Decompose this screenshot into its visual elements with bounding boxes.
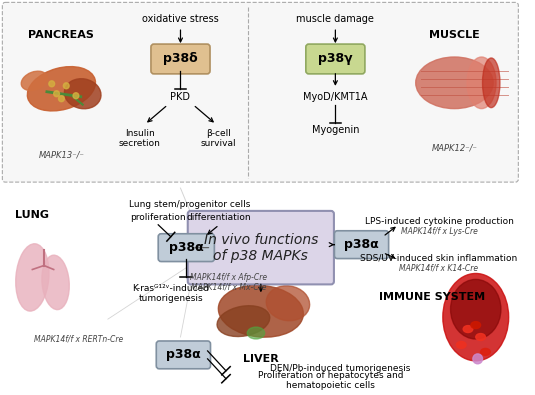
Ellipse shape (476, 333, 485, 340)
Text: LIVER: LIVER (243, 354, 279, 364)
Text: MAPK14f/f x Lys-Cre: MAPK14f/f x Lys-Cre (401, 227, 477, 236)
Circle shape (54, 91, 59, 97)
Circle shape (473, 354, 483, 364)
Text: Proliferation of hepatocytes and
hematopoietic cells: Proliferation of hepatocytes and hematop… (258, 371, 403, 390)
Text: DEN/Pb-induced tumorigenesis: DEN/Pb-induced tumorigenesis (270, 364, 410, 373)
Text: LPS-induced cytokine production: LPS-induced cytokine production (364, 217, 514, 226)
Ellipse shape (42, 255, 70, 310)
Ellipse shape (463, 325, 473, 333)
FancyBboxPatch shape (2, 2, 518, 182)
Ellipse shape (247, 327, 265, 339)
Text: MAPK14f/f x RERTn-Cre: MAPK14f/f x RERTn-Cre (34, 335, 124, 344)
Circle shape (49, 81, 55, 87)
Circle shape (73, 93, 79, 99)
Text: PKD: PKD (171, 92, 190, 102)
Text: Myogenin: Myogenin (311, 126, 359, 135)
FancyBboxPatch shape (158, 234, 215, 261)
Ellipse shape (416, 57, 493, 109)
Ellipse shape (456, 342, 466, 348)
FancyBboxPatch shape (151, 44, 210, 74)
Ellipse shape (467, 57, 496, 109)
Text: proliferation: proliferation (131, 213, 186, 222)
Text: LUNG: LUNG (15, 210, 49, 220)
FancyBboxPatch shape (334, 231, 388, 259)
Text: p38γ: p38γ (318, 53, 353, 66)
FancyBboxPatch shape (306, 44, 365, 74)
Ellipse shape (64, 79, 101, 109)
Text: p38α: p38α (344, 238, 379, 251)
Text: MUSCLE: MUSCLE (429, 30, 480, 40)
Text: K-rasᴳ¹²ᵛ-induced
tumorigenesis: K-rasᴳ¹²ᵛ-induced tumorigenesis (132, 284, 209, 303)
Ellipse shape (471, 322, 480, 329)
Text: In vivo functions
of p38 MAPKs: In vivo functions of p38 MAPKs (204, 233, 318, 263)
Ellipse shape (21, 71, 48, 90)
Circle shape (58, 96, 64, 102)
FancyBboxPatch shape (188, 211, 334, 284)
Ellipse shape (16, 244, 49, 311)
Text: PANCREAS: PANCREAS (28, 30, 94, 40)
Text: oxidative stress: oxidative stress (142, 14, 219, 24)
Text: Lung stem/progenitor cells: Lung stem/progenitor cells (129, 200, 251, 209)
Text: differentiation: differentiation (187, 213, 251, 222)
Text: Insulin
secretion: Insulin secretion (119, 129, 160, 148)
Text: MAPK14f/f x K14-Cre: MAPK14f/f x K14-Cre (400, 263, 478, 272)
Ellipse shape (483, 58, 500, 107)
Ellipse shape (218, 285, 303, 337)
Ellipse shape (217, 306, 270, 337)
Text: p38α: p38α (166, 348, 201, 361)
Text: IMMUNE SYSTEM: IMMUNE SYSTEM (379, 292, 485, 302)
Circle shape (63, 83, 69, 89)
FancyBboxPatch shape (156, 341, 210, 369)
Text: muscle damage: muscle damage (296, 14, 374, 24)
Text: MAPK13⁻/⁻: MAPK13⁻/⁻ (39, 151, 85, 160)
Ellipse shape (450, 279, 501, 339)
Ellipse shape (266, 286, 310, 321)
Ellipse shape (480, 348, 490, 356)
Text: p38δ: p38δ (163, 53, 198, 66)
Text: MAPK12⁻/⁻: MAPK12⁻/⁻ (432, 144, 477, 153)
Text: p38α: p38α (169, 241, 204, 254)
Text: MAPK14f/f x Afp-Cre: MAPK14f/f x Afp-Cre (190, 273, 268, 282)
Text: SDS/UV-induced skin inflammation: SDS/UV-induced skin inflammation (361, 253, 517, 262)
Text: β-cell
survival: β-cell survival (201, 129, 236, 148)
Ellipse shape (443, 273, 509, 361)
Ellipse shape (27, 67, 95, 111)
Text: MyoD/KMT1A: MyoD/KMT1A (303, 92, 368, 102)
Text: MAPK14f/f x Mx-Cre: MAPK14f/f x Mx-Cre (191, 283, 266, 292)
